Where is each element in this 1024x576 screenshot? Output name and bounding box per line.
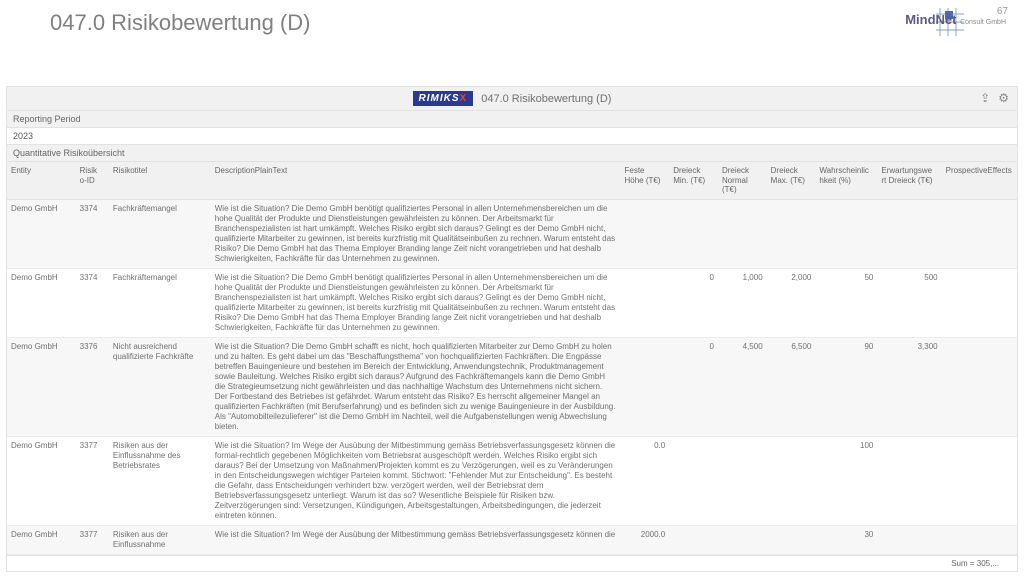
col-description[interactable]: DescriptionPlainText	[211, 162, 621, 199]
cell-prospective	[942, 199, 1017, 268]
cell-prospective	[942, 337, 1017, 436]
cell-dreieck-min: 0	[669, 268, 718, 337]
cell-probability: 90	[815, 337, 877, 436]
cell-risk-title: Nicht ausreichend qualifizierte Fachkräf…	[109, 337, 211, 436]
report-header: RIMIKSX 047.0 Risikobewertung (D) ⇪ ⚙	[7, 87, 1017, 111]
cell-feste-hoehe	[621, 199, 670, 268]
cell-entity: Demo GmbH	[7, 199, 76, 268]
cell-risk-title: Risiken aus der Einflussnahme	[109, 525, 211, 554]
table-row[interactable]: Demo GmbH3374FachkräftemangelWie ist die…	[7, 268, 1017, 337]
cell-prospective	[942, 268, 1017, 337]
cell-risk-title: Fachkräftemangel	[109, 199, 211, 268]
brand-logo: MindNet Consult GmbH	[905, 12, 1006, 27]
cell-probability: 50	[815, 268, 877, 337]
risk-table: Entity Risik o-ID Risikotitel Descriptio…	[7, 162, 1017, 555]
cell-dreieck-min	[669, 525, 718, 554]
cell-entity: Demo GmbH	[7, 525, 76, 554]
col-erwartungswert[interactable]: Erwartungswe rt Dreieck (T€)	[877, 162, 941, 199]
col-entity[interactable]: Entity	[7, 162, 76, 199]
brand-name: MindNet	[905, 12, 956, 27]
col-dreieck-max[interactable]: Dreieck Max. (T€)	[767, 162, 816, 199]
cell-feste-hoehe	[621, 337, 670, 436]
col-dreieck-normal[interactable]: Dreieck Normal (T€)	[718, 162, 767, 199]
footer-sum: Sum = 305,...	[7, 555, 1017, 571]
cell-dreieck-max	[767, 436, 816, 525]
cell-entity: Demo GmbH	[7, 436, 76, 525]
table-row[interactable]: Demo GmbH3374FachkräftemangelWie ist die…	[7, 199, 1017, 268]
cell-dreieck-max	[767, 199, 816, 268]
cell-risk-title: Risiken aus der Einflussnahme des Betrie…	[109, 436, 211, 525]
cell-dreieck-max	[767, 525, 816, 554]
cell-dreieck-normal	[718, 525, 767, 554]
report-title: 047.0 Risikobewertung (D)	[481, 93, 611, 105]
col-feste-hoehe[interactable]: Feste Höhe (T€)	[621, 162, 670, 199]
col-dreieck-min[interactable]: Dreieck Min. (T€)	[669, 162, 718, 199]
table-row[interactable]: Demo GmbH3377Risiken aus der Einflussnah…	[7, 436, 1017, 525]
section-label: Quantitative Risikoübersicht	[7, 145, 1017, 162]
report-container: RIMIKSX 047.0 Risikobewertung (D) ⇪ ⚙ Re…	[6, 86, 1018, 572]
cell-dreieck-normal	[718, 436, 767, 525]
cell-description: Wie ist die Situation? Die Demo GmbH ben…	[211, 268, 621, 337]
table-header-row: Entity Risik o-ID Risikotitel Descriptio…	[7, 162, 1017, 199]
cell-dreieck-min	[669, 436, 718, 525]
cell-entity: Demo GmbH	[7, 337, 76, 436]
cell-erwartungswert	[877, 199, 941, 268]
cell-risk-id: 3377	[76, 525, 109, 554]
cell-probability: 100	[815, 436, 877, 525]
cell-erwartungswert: 3,300	[877, 337, 941, 436]
cell-risk-id: 3377	[76, 436, 109, 525]
cell-feste-hoehe: 0.0	[621, 436, 670, 525]
cell-feste-hoehe	[621, 268, 670, 337]
col-probability[interactable]: Wahrscheinlic hkeit (%)	[815, 162, 877, 199]
reporting-period-label: Reporting Period	[7, 111, 1017, 128]
cell-prospective	[942, 436, 1017, 525]
cell-dreieck-normal: 4,500	[718, 337, 767, 436]
table-row[interactable]: Demo GmbH3377Risiken aus der Einflussnah…	[7, 525, 1017, 554]
cell-description: Wie ist die Situation? Die Demo GmbH sch…	[211, 337, 621, 436]
cell-risk-id: 3376	[76, 337, 109, 436]
cell-risk-id: 3374	[76, 199, 109, 268]
cell-dreieck-min: 0	[669, 337, 718, 436]
cell-probability	[815, 199, 877, 268]
table-row[interactable]: Demo GmbH3376Nicht ausreichend qualifizi…	[7, 337, 1017, 436]
cell-prospective	[942, 525, 1017, 554]
brand-sub: Consult GmbH	[960, 19, 1006, 26]
rimiks-x: X	[460, 93, 468, 104]
cell-dreieck-max: 6,500	[767, 337, 816, 436]
col-risk-title[interactable]: Risikotitel	[109, 162, 211, 199]
cell-description: Wie ist die Situation? Die Demo GmbH ben…	[211, 199, 621, 268]
settings-icon[interactable]: ⚙	[998, 91, 1009, 105]
cell-erwartungswert: 500	[877, 268, 941, 337]
cell-erwartungswert	[877, 525, 941, 554]
cell-feste-hoehe: 2000.0	[621, 525, 670, 554]
cell-erwartungswert	[877, 436, 941, 525]
reporting-period-value: 2023	[7, 128, 1017, 145]
cell-dreieck-normal	[718, 199, 767, 268]
cell-dreieck-max: 2,000	[767, 268, 816, 337]
cell-dreieck-min	[669, 199, 718, 268]
cell-dreieck-normal: 1,000	[718, 268, 767, 337]
cell-risk-title: Fachkräftemangel	[109, 268, 211, 337]
cell-probability: 30	[815, 525, 877, 554]
col-prospective[interactable]: ProspectiveEffects	[942, 162, 1017, 199]
rimiks-logo: RIMIKSX	[413, 91, 474, 106]
cell-description: Wie ist die Situation? Im Wege der Ausüb…	[211, 525, 621, 554]
cell-description: Wie ist die Situation? Im Wege der Ausüb…	[211, 436, 621, 525]
cell-entity: Demo GmbH	[7, 268, 76, 337]
share-icon[interactable]: ⇪	[980, 91, 990, 105]
rimiks-text: RIMIKS	[419, 93, 460, 104]
cell-risk-id: 3374	[76, 268, 109, 337]
col-risk-id[interactable]: Risik o-ID	[76, 162, 109, 199]
slide-title: 047.0 Risikobewertung (D)	[50, 10, 310, 36]
